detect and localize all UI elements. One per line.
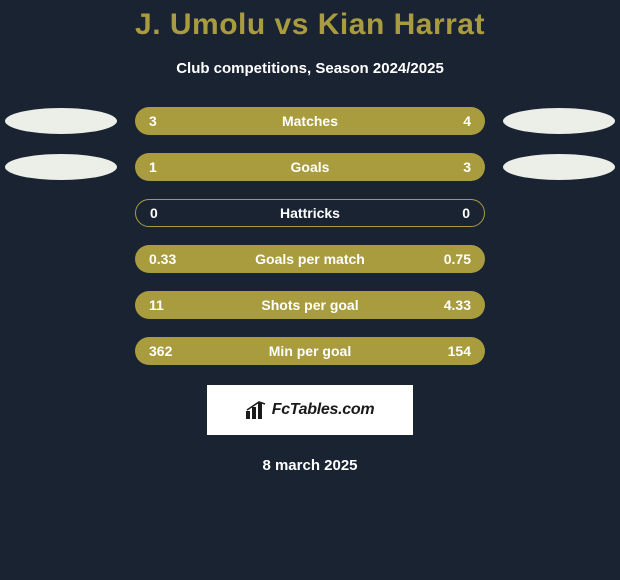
stat-label: Hattricks [190,205,430,221]
brand-logo-icon [246,401,266,419]
stat-row: 0Hattricks0 [0,199,620,227]
stat-row: 11Shots per goal4.33 [0,291,620,319]
right-side [503,292,615,318]
player-left-name: J. Umolu [135,8,266,41]
left-side [5,246,117,272]
stats-rows: 3Matches41Goals30Hattricks00.33Goals per… [0,107,620,365]
left-ellipse-icon [5,154,117,180]
page-title: J. Umolu vs Kian Harrat [0,8,620,42]
subtitle: Club competitions, Season 2024/2025 [0,60,620,77]
stat-row: 3Matches4 [0,107,620,135]
right-side [503,246,615,272]
stat-value-right: 4.33 [431,297,471,313]
stat-label: Shots per goal [189,297,431,313]
brand-badge: FcTables.com [207,385,413,435]
stat-bar: 0Hattricks0 [135,199,485,227]
stat-value-right: 4 [431,113,471,129]
title-vs: vs [275,8,309,41]
stat-label: Goals per match [189,251,431,267]
right-ellipse-icon [503,154,615,180]
left-side [5,292,117,318]
date-text: 8 march 2025 [0,457,620,474]
stat-value-left: 11 [149,297,189,313]
player-right-name: Kian Harrat [318,8,485,41]
stat-value-left: 0.33 [149,251,189,267]
stat-bar: 11Shots per goal4.33 [135,291,485,319]
right-side [503,108,615,134]
stat-value-right: 154 [431,343,471,359]
brand-text: FcTables.com [272,401,375,419]
stat-bar: 3Matches4 [135,107,485,135]
left-ellipse-icon [5,108,117,134]
stat-value-right: 0.75 [431,251,471,267]
right-side [503,154,615,180]
comparison-card: J. Umolu vs Kian Harrat Club competition… [0,0,620,474]
stat-value-left: 1 [149,159,189,175]
right-ellipse-icon [503,108,615,134]
stat-row: 362Min per goal154 [0,337,620,365]
stat-value-left: 3 [149,113,189,129]
right-side [503,338,615,364]
left-side [5,108,117,134]
stat-label: Matches [189,113,431,129]
stat-row: 1Goals3 [0,153,620,181]
left-side [5,154,117,180]
stat-value-right: 0 [430,205,470,221]
stat-bar: 362Min per goal154 [135,337,485,365]
stat-label: Min per goal [189,343,431,359]
stat-bar: 1Goals3 [135,153,485,181]
left-side [5,338,117,364]
stat-label: Goals [189,159,431,175]
stat-value-left: 0 [150,205,190,221]
stat-value-right: 3 [431,159,471,175]
right-side [503,200,615,226]
stat-bar: 0.33Goals per match0.75 [135,245,485,273]
stat-row: 0.33Goals per match0.75 [0,245,620,273]
stat-value-left: 362 [149,343,189,359]
left-side [5,200,117,226]
